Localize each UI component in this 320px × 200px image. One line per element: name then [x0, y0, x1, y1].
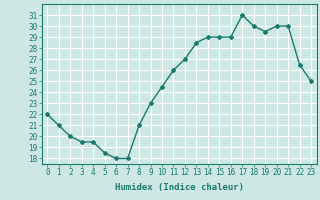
X-axis label: Humidex (Indice chaleur): Humidex (Indice chaleur)	[115, 183, 244, 192]
